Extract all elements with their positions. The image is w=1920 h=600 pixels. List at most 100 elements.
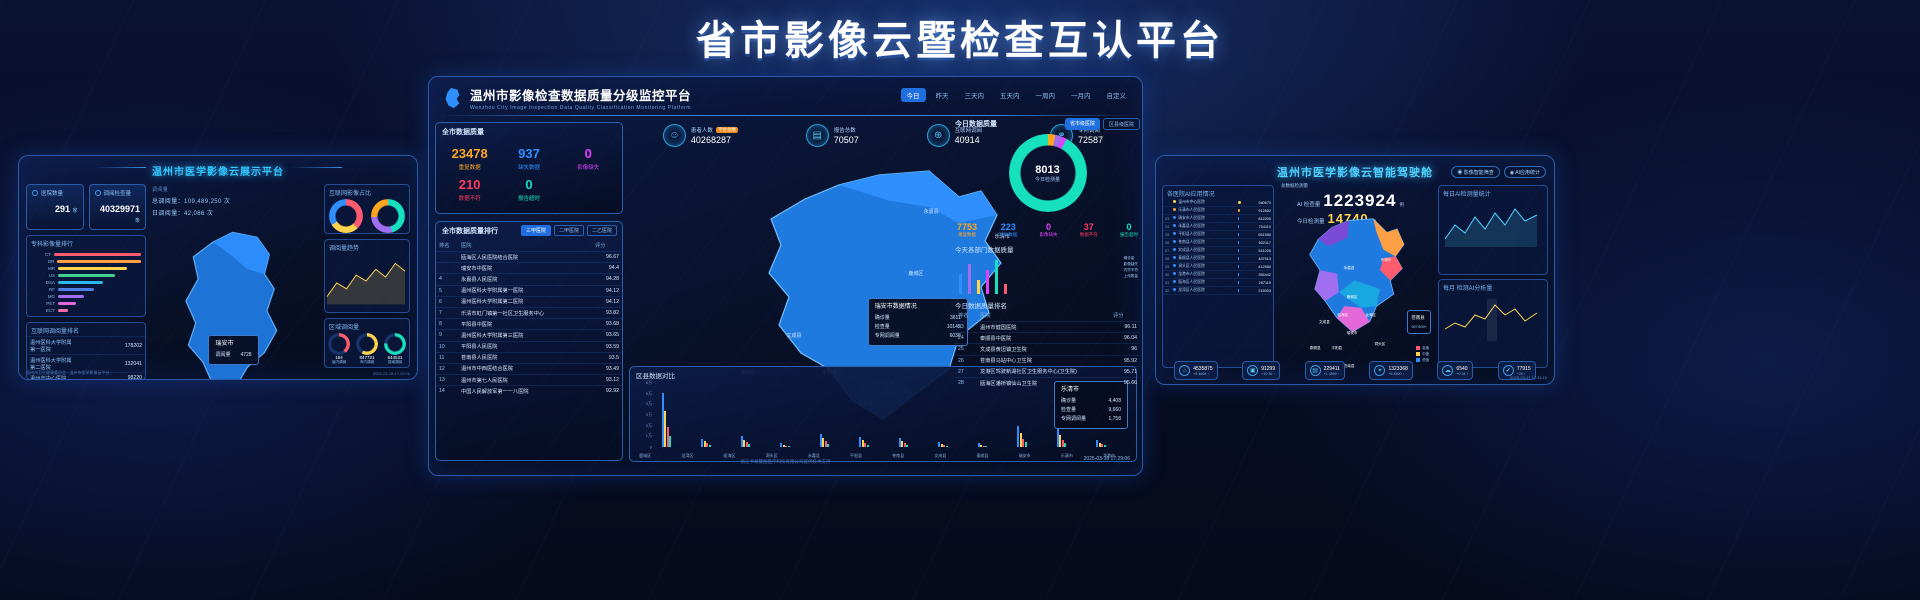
table-row: 28 泰顺县人民医院 487513 xyxy=(1163,254,1273,263)
kpi-item-2[interactable]: ⊕ 互联网调阅 40914 xyxy=(926,124,982,147)
donut-ring xyxy=(328,333,350,355)
time-filter-tab-6[interactable]: 自定义 xyxy=(1106,93,1127,100)
bar-group-11[interactable] xyxy=(1096,383,1106,447)
row-bar xyxy=(1235,262,1243,271)
time-filter-tab-0[interactable]: 今日 xyxy=(900,88,926,102)
bar-group-9[interactable] xyxy=(1017,383,1027,447)
kpi-hospital-count[interactable]: 医院数量 291 家 xyxy=(26,184,84,230)
table-cell: 温州市健国医院 xyxy=(977,320,1110,333)
today-tabs[interactable]: 省市级医院 区县级医院 xyxy=(1064,118,1140,130)
rank-header: 医院 xyxy=(980,313,991,319)
table-row: 26 苍南县马站中心卫生院 95.92 xyxy=(955,354,1140,367)
time-filter-tab-5[interactable]: 一月内 xyxy=(1071,93,1091,100)
list-value: 98220 xyxy=(76,372,145,379)
bar-group-0[interactable] xyxy=(661,383,672,447)
bar-group-8[interactable] xyxy=(977,383,988,447)
kpi-retrieval-count[interactable]: 调阅检查量 40329971 条 xyxy=(88,184,146,230)
tooltip-value: 9,660 xyxy=(1108,407,1121,413)
footer-card-1[interactable]: ▣ 91299 +10 30 ↑ xyxy=(1242,361,1281,380)
header-divider xyxy=(437,115,1134,116)
time-filter-tabs[interactable]: 今日 昨天 三天内 五天内 一周内 一月内 自定义 xyxy=(900,88,1133,102)
footer-card-0[interactable]: ⌂ 4535875 +5 4608 ↑ xyxy=(1174,361,1218,380)
row-value: 602117 xyxy=(1242,238,1273,247)
row-hospital: 洞头区人民医院 xyxy=(1171,262,1236,271)
bar-group-10[interactable] xyxy=(1056,383,1067,447)
ratio-donut-2 xyxy=(371,199,405,233)
footer-card-5[interactable]: ✔ 77915 +20 ↑ xyxy=(1497,361,1536,380)
today-ranking-table: 排名 医院 评分 23 温州市健国医院 96.11 24 泰顺县中医院 96.04 25 文成县黄坦… xyxy=(955,310,1140,389)
rank-tab-1[interactable]: 二甲医院 xyxy=(553,225,584,236)
table-cell: 93.68 xyxy=(592,318,622,330)
quality-cell-4: 0 报告超时 xyxy=(499,174,558,205)
bar-group-2[interactable] xyxy=(740,383,751,447)
status-dot xyxy=(1173,240,1177,243)
row-index xyxy=(1163,199,1172,207)
right-panel-title: 温州市医学影像云智能驾驶舱 xyxy=(1277,167,1433,179)
right-panel-timestamp: 2025-03-17 17:11:10 xyxy=(1510,375,1547,380)
right-map-shape[interactable] xyxy=(1279,217,1433,337)
kpi-value: 40268287 xyxy=(690,135,731,145)
bar-检查量 xyxy=(977,443,980,447)
left-panel-title-row: 温州市医学影像云展示平台 xyxy=(19,156,417,178)
kpi-item-1[interactable]: ▤ 报告总数 70507 xyxy=(805,124,859,147)
kpi-item-0[interactable]: ☺ 患者人数 平台总数 40268287 xyxy=(662,124,738,147)
footer-card-4[interactable]: ☁ 6540 +0 34 ↑ xyxy=(1437,361,1474,380)
right-panel-buttons[interactable]: ◉ 影像智能筛查 ◉ AI应用统计 xyxy=(1451,166,1546,178)
quality-label: 数据不符 xyxy=(458,196,481,202)
table-row: 温州市中心医院 940670 xyxy=(1163,199,1273,207)
bar-调阅量 xyxy=(982,445,985,447)
bar-item-6: MG xyxy=(31,294,141,299)
donut-ring xyxy=(356,333,378,355)
time-filter-tab-1[interactable]: 昨天 xyxy=(935,93,949,100)
table-row: 28 瓯海区潘桥镇仙山卫生院 95.66 xyxy=(955,376,1140,389)
bar-专网量 xyxy=(1103,445,1106,447)
bar-group-7[interactable] xyxy=(938,383,948,447)
chart-tooltip-yueqing: 乐清市 确诊量 4,408 检查量 9,660 专网调阅量 1,758 xyxy=(1054,381,1128,429)
table-row: 27 文成县人民医院 541026 xyxy=(1163,246,1273,255)
quality-value: 23478 xyxy=(451,146,488,161)
kpi-label-row: 患者人数 平台总数 xyxy=(691,126,738,134)
footer-card-3[interactable]: ✶ 1323368 +5 4590 ↑ xyxy=(1369,361,1413,380)
row-index: 23 xyxy=(1163,214,1172,223)
bar-group-5[interactable] xyxy=(859,383,869,447)
stat-label: 缺失数据 xyxy=(999,232,1018,237)
footer-card-2[interactable]: ▤ 229411 +1 4590 ↑ xyxy=(1304,361,1345,380)
tooltip-row: 专网调阅量 1,758 xyxy=(1061,415,1121,424)
right-map-label-7: 平阳县 xyxy=(1331,346,1343,351)
left-map[interactable]: 瑞安市 调阅量 4728 xyxy=(152,225,318,379)
footer-card-text: 229411 +1 4590 ↑ xyxy=(1324,366,1340,376)
check-icon: ✔ xyxy=(1502,365,1514,376)
ai-check-unit: 例 xyxy=(1399,202,1404,207)
table-cell: 95.66 xyxy=(1110,376,1140,389)
right-panel-button-0[interactable]: ◉ 影像智能筛查 xyxy=(1451,166,1500,178)
right-panel-button-1[interactable]: ◉ AI应用统计 xyxy=(1503,166,1546,178)
rank-tab-2[interactable]: 二乙医院 xyxy=(586,225,617,236)
bar-item-8: ECT xyxy=(31,308,141,313)
time-filter-tab-2[interactable]: 三天内 xyxy=(964,93,985,100)
rank-tab-0[interactable]: 三甲医院 xyxy=(520,225,551,236)
time-filter-tab-4[interactable]: 一周内 xyxy=(1035,93,1056,100)
table-row: 25 文成县黄坦镇卫生院 96 xyxy=(955,343,1140,356)
ranking-tabs[interactable]: 三甲医院 二甲医院 二乙医院 xyxy=(520,225,617,236)
row-bar xyxy=(1235,199,1243,207)
today-legend-item-2: 内符不符 xyxy=(1123,268,1138,272)
bar-fill xyxy=(1237,217,1240,220)
right-map-wrap[interactable]: 总数据检测量 AI 检查量 1223924 例 今日检测量 14740 例 xyxy=(1279,183,1433,368)
bar-group-6[interactable] xyxy=(898,383,909,447)
x-tick-11: 龙港市 xyxy=(1103,453,1115,458)
bar-group-3[interactable] xyxy=(780,383,790,447)
today-tab-0[interactable]: 省市级医院 xyxy=(1064,118,1100,130)
today-tab-1[interactable]: 区县级医院 xyxy=(1102,118,1140,130)
bar-group-4[interactable] xyxy=(819,383,830,447)
region-donut-1: 847721 市内调阅 xyxy=(356,333,378,365)
tooltip-key: 检查量 xyxy=(874,323,890,330)
region-donut-2: 644531 县域调阅 xyxy=(384,333,406,365)
bar-group-1[interactable] xyxy=(701,383,711,447)
time-filter-tab-3[interactable]: 五天内 xyxy=(1000,93,1020,100)
today-check-label: 今日检测量 xyxy=(1297,219,1325,225)
kpi-label: 患者人数 xyxy=(690,128,713,134)
table-cell: 94.12 xyxy=(592,284,622,297)
table-cell: 93.5 xyxy=(592,351,622,364)
report-icon: ▤ xyxy=(805,124,829,147)
tooltip-row: 检查量 9,660 xyxy=(1061,406,1121,415)
